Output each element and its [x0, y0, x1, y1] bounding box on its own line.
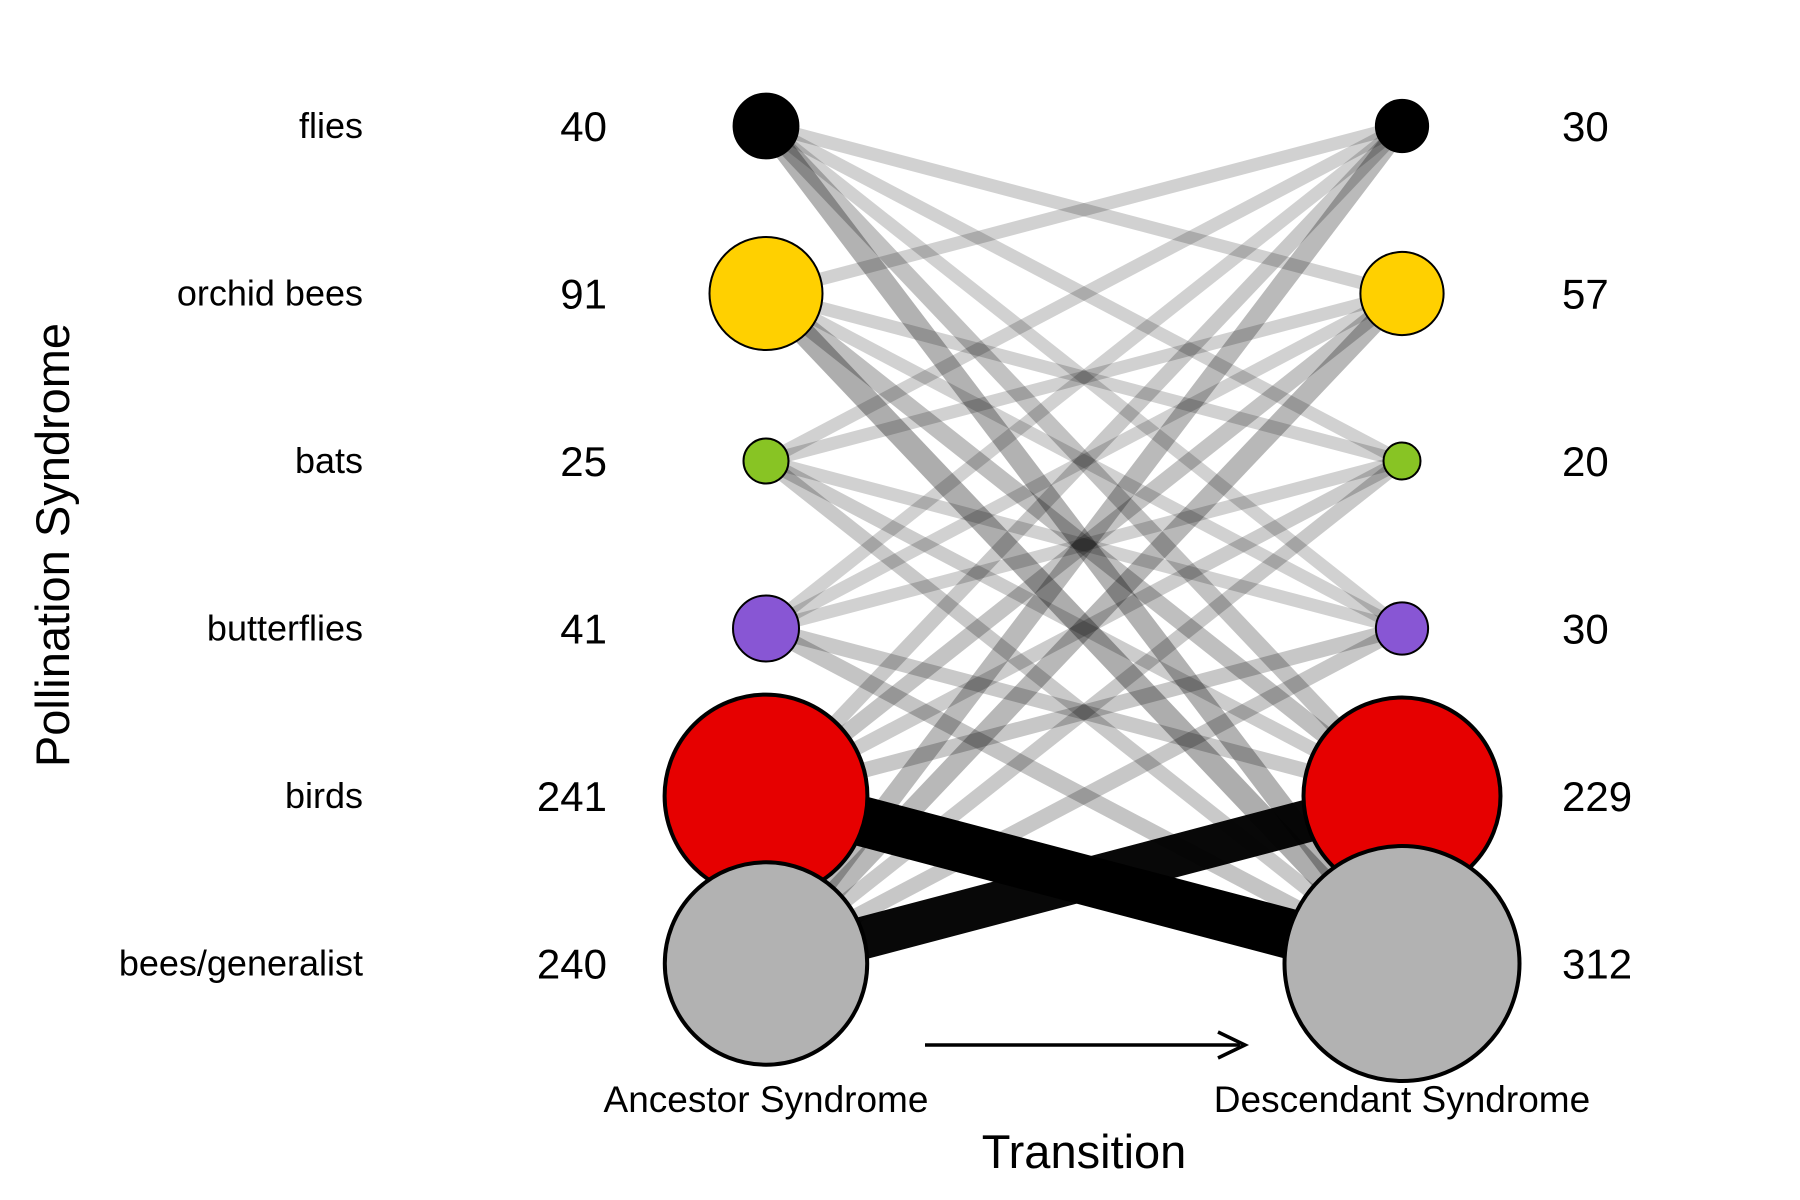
descendant-count-butterflies: 30	[1562, 606, 1609, 653]
edge-bats-to-birds	[762, 454, 1406, 803]
ancestor-node-orchid-bees	[708, 236, 824, 351]
edge-flies-to-butterflies	[761, 120, 1407, 634]
descendant-node-bees-generalist	[1282, 844, 1522, 1083]
edge-butterflies-to-birds	[764, 621, 1404, 804]
edge-bats-to-butterflies	[764, 454, 1404, 635]
descendant-count-bats: 20	[1562, 438, 1609, 485]
y-axis-title: Pollination Syndrome	[26, 323, 79, 767]
edge-orchid-bees-to-butterflies	[762, 287, 1406, 635]
ancestor-node-bees-generalist	[662, 860, 870, 1067]
edge-orchid-bees-to-flies	[764, 119, 1404, 300]
edge-orchid-bees-to-birds	[760, 286, 1408, 803]
descendant-node-orchid-bees	[1359, 250, 1445, 337]
category-label-bees-generalist: bees/generalist	[119, 943, 363, 984]
ancestor-node-bats	[742, 437, 790, 485]
ancestor-node-butterflies	[732, 594, 800, 663]
category-label-butterflies: butterflies	[207, 608, 363, 649]
x-axis-title: Transition	[982, 1125, 1187, 1178]
category-label-birds: birds	[285, 775, 363, 816]
descendant-count-orchid-bees: 57	[1562, 271, 1609, 318]
descendant-node-butterflies	[1374, 601, 1430, 656]
descendant-count-flies: 30	[1562, 103, 1609, 150]
ancestor-count-flies: 40	[560, 103, 607, 150]
edge-butterflies-to-orchid-bees	[762, 287, 1406, 635]
edge-flies-to-bats	[762, 120, 1406, 467]
ancestor-count-birds: 241	[537, 773, 607, 820]
category-label-flies: flies	[299, 105, 363, 146]
edge-birds-to-orchid-bees	[760, 287, 1408, 803]
edge-bats-to-orchid-bees	[764, 287, 1404, 468]
transition-edges	[757, 119, 1411, 988]
ancestor-count-orchid-bees: 91	[560, 271, 607, 318]
edge-bats-to-bees-generalist	[761, 455, 1407, 970]
ancestor-count-bats: 25	[560, 438, 607, 485]
edge-flies-to-birds	[759, 120, 1409, 802]
descendant-node-bats	[1382, 441, 1422, 481]
edge-orchid-bees-to-bees-generalist	[757, 285, 1411, 972]
edge-bees-generalist-to-bats	[761, 455, 1407, 970]
edge-butterflies-to-bees-generalist	[762, 621, 1406, 971]
ancestor-count-butterflies: 41	[560, 606, 607, 653]
ancestor-syndrome-label: Ancestor Syndrome	[604, 1079, 929, 1120]
edge-butterflies-to-flies	[761, 120, 1407, 634]
edge-bats-to-flies	[762, 120, 1406, 467]
edge-bees-generalist-to-butterflies	[762, 621, 1406, 971]
syndrome-nodes	[662, 92, 1522, 1083]
descendant-count-bees-generalist: 312	[1562, 941, 1632, 988]
edge-birds-to-bats	[762, 454, 1406, 803]
descendant-count-birds: 229	[1562, 773, 1632, 820]
edge-birds-to-butterflies	[764, 621, 1404, 804]
row-labels: flies 40 30 orchid bees 91 57 bats 25 20 butterfl…	[119, 103, 1632, 988]
edge-bees-generalist-to-orchid-bees	[758, 286, 1410, 971]
edge-orchid-bees-to-bats	[764, 287, 1404, 468]
descendant-node-flies	[1374, 98, 1430, 154]
category-label-bats: bats	[295, 440, 363, 481]
descendant-syndrome-label: Descendant Syndrome	[1214, 1079, 1590, 1120]
edge-flies-to-orchid-bees	[764, 119, 1404, 300]
ancestor-node-flies	[732, 92, 800, 160]
edge-birds-to-flies	[760, 120, 1408, 802]
transition-arrow	[925, 1030, 1250, 1060]
ancestor-count-bees-generalist: 240	[537, 941, 607, 988]
category-label-orchid-bees: orchid bees	[177, 273, 363, 314]
edge-butterflies-to-bats	[764, 454, 1404, 635]
